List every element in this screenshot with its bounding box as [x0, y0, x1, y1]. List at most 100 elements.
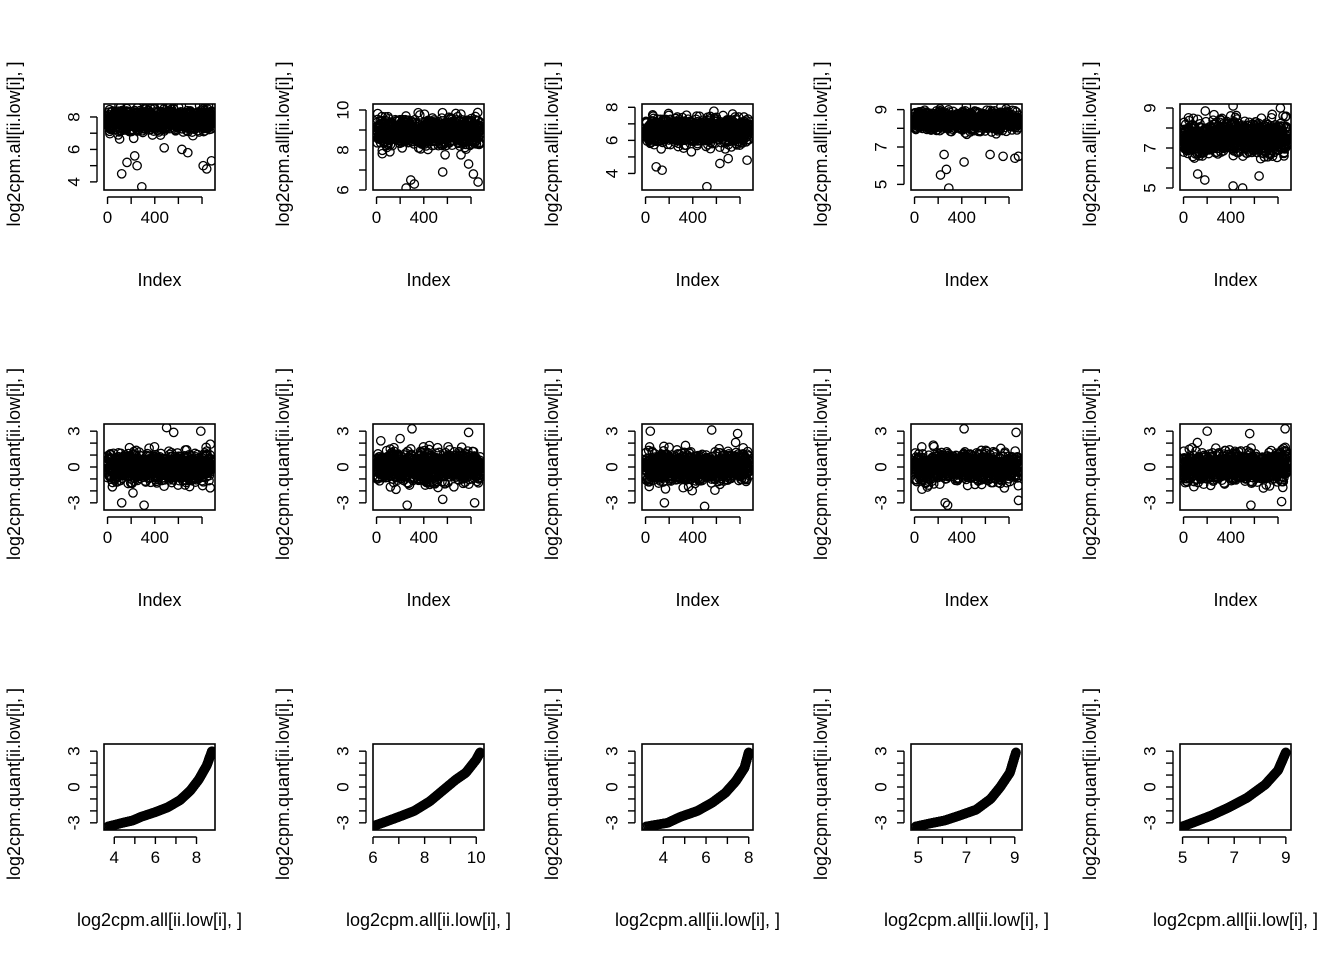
y-tick-label: 9	[1141, 103, 1160, 112]
outlier-point	[702, 181, 712, 190]
outlier-point	[959, 157, 969, 167]
y-tick-label: 6	[334, 185, 353, 194]
y-axis-label: log2cpm.all[ii.low[i], ]	[542, 61, 562, 226]
data-point	[456, 149, 466, 160]
plot-frame	[910, 103, 1023, 191]
outlier-point	[935, 170, 946, 180]
data-point	[385, 146, 395, 157]
outlier-point	[657, 165, 667, 176]
outlier-point	[715, 158, 725, 169]
outlier-point	[468, 169, 479, 179]
outlier-point	[129, 151, 140, 161]
y-tick-label: 7	[1141, 143, 1160, 152]
outlier-point	[1228, 104, 1238, 111]
outlier-point	[206, 155, 215, 166]
y-axis-label: log2cpm.all[ii.low[i], ]	[811, 61, 831, 226]
data-point	[1013, 110, 1022, 121]
outlier-point	[437, 167, 448, 177]
outlier-point	[1254, 171, 1264, 181]
y-tick-label: 9	[872, 105, 891, 114]
point-group	[373, 107, 484, 190]
outlier-point	[723, 153, 734, 164]
x-tick-label: 0	[1179, 208, 1188, 227]
x-axis-label: Index	[1213, 270, 1257, 290]
y-tick-label: 8	[603, 103, 622, 112]
outlier-point	[941, 164, 952, 175]
x-tick-label: 400	[948, 208, 976, 227]
panel-r0-c3: 0 400 5 7 9 Index log2cpm.all[ii.low[i], ]	[811, 61, 1023, 290]
data-point	[744, 121, 753, 132]
y-axis-label: log2cpm.all[ii.low[i], ]	[4, 61, 24, 226]
plot-frame	[641, 103, 754, 191]
y-tick-label: 6	[65, 145, 84, 154]
outlier-point	[1013, 151, 1022, 162]
point-group	[104, 104, 215, 190]
x-axis-label: Index	[944, 270, 988, 290]
outlier-point	[1199, 175, 1210, 185]
x-axis-label: Index	[675, 270, 719, 290]
x-tick-label: 0	[103, 208, 112, 227]
outlier-point	[122, 157, 132, 168]
x-tick-label: 400	[410, 208, 438, 227]
data-point	[686, 146, 697, 157]
y-tick-label: 5	[872, 180, 891, 189]
y-tick-label: 8	[334, 145, 353, 154]
data-point	[414, 110, 425, 120]
data-point	[1200, 106, 1211, 116]
outlier-point	[985, 149, 995, 160]
data-point	[475, 138, 484, 149]
data-point	[440, 149, 450, 160]
x-axis-label: Index	[406, 270, 450, 290]
y-tick-label: 7	[872, 142, 891, 151]
y-tick-label: 4	[65, 177, 84, 186]
outlier-point	[201, 164, 212, 174]
outlier-point	[1275, 104, 1286, 113]
data-point	[413, 107, 424, 118]
outlier-point	[939, 149, 949, 160]
data-point	[206, 113, 215, 124]
data-point	[656, 144, 667, 154]
outlier-point	[409, 179, 420, 189]
outlier-point	[463, 159, 474, 169]
y-tick-label: 8	[65, 112, 84, 121]
data-point	[475, 117, 484, 128]
x-axis-label: Index	[137, 270, 181, 290]
data-point	[744, 116, 753, 127]
data-point	[1282, 135, 1291, 145]
outlier-point	[136, 181, 147, 190]
outlier-point	[1237, 183, 1248, 190]
data-point	[206, 111, 215, 122]
outlier-point	[943, 183, 954, 190]
outlier-point	[132, 160, 142, 171]
outlier-point	[1192, 169, 1203, 179]
data-point	[149, 441, 160, 452]
outlier-point	[1228, 181, 1238, 190]
data-point	[1282, 129, 1291, 140]
point-group	[642, 106, 753, 190]
data-point	[475, 129, 484, 140]
point-group	[1180, 104, 1291, 190]
x-tick-label: 400	[141, 208, 169, 227]
data-point	[206, 106, 215, 117]
data-point	[1267, 109, 1278, 120]
outlier-point	[473, 177, 483, 187]
x-tick-label: 0	[910, 208, 919, 227]
y-tick-label: 5	[1141, 183, 1160, 192]
y-tick-label: 6	[603, 136, 622, 145]
plot-frame	[1179, 103, 1292, 191]
x-tick-label: 0	[372, 208, 381, 227]
outlier-point	[116, 168, 127, 179]
outlier-point	[742, 155, 752, 166]
plot-frame	[372, 103, 485, 191]
data-point	[744, 119, 753, 130]
plot-frame	[103, 103, 216, 191]
y-axis-label: log2cpm.all[ii.low[i], ]	[273, 61, 293, 226]
data-point	[1217, 113, 1227, 124]
data-point	[705, 143, 716, 154]
data-point	[744, 126, 753, 137]
data-point	[159, 481, 169, 492]
x-tick-label: 0	[641, 208, 650, 227]
